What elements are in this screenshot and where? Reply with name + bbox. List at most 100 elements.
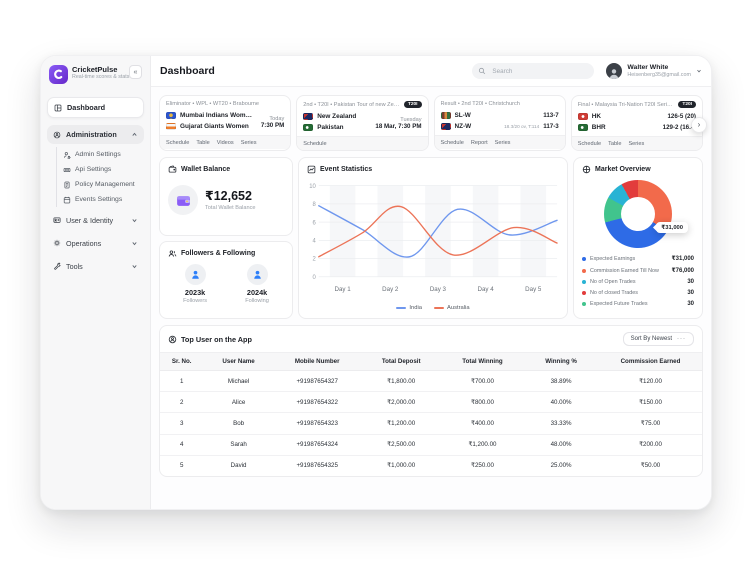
chevron-down-icon	[131, 263, 138, 270]
match-link[interactable]: Series	[628, 140, 645, 147]
team-name: New Zealand	[317, 113, 357, 120]
stats-row: Wallet Balance ₹12,652 Total Wallet Bala…	[159, 157, 703, 319]
column-header[interactable]: Sr. No.	[160, 352, 204, 371]
table-row[interactable]: 2 Alice +91987654322 ₹2,000.00 ₹800.00 40.00%…	[160, 391, 702, 414]
series-swatch	[396, 307, 407, 309]
match-card[interactable]: Eliminator • WPL • WT20 • Brabourne Mumb…	[159, 95, 292, 151]
sidebar-group-label: User & Identity	[66, 215, 114, 225]
legend-item: No of closed Trades 30	[582, 287, 694, 298]
svg-text:4: 4	[313, 237, 317, 244]
column-header[interactable]: Mobile Number	[273, 352, 361, 371]
search-input[interactable]	[490, 66, 589, 76]
team-row: Pakistan	[297, 122, 373, 133]
format-badge: T20I	[403, 101, 422, 108]
match-card[interactable]: 2nd • T20I • Pakistan Tour of new Zeal..…	[296, 95, 429, 151]
user-profile[interactable]: Walter White Heisenberg35@gmail.com	[606, 63, 702, 79]
main-area: Dashboard Walter White Heisenberg35@gmai…	[151, 56, 711, 509]
table-row[interactable]: 5 David +91987654325 ₹1,000.00 ₹250.00 25.00%…	[179, 462, 661, 470]
sidebar-group-label: Administration	[66, 130, 117, 139]
team-score: 126-5 (20)	[667, 113, 696, 120]
column-header[interactable]: Total Winning	[441, 352, 524, 371]
sidebar-nav: Dashboard Administration Admin Settings	[47, 97, 144, 276]
sidebar-item-events-settings[interactable]: Events Settings	[61, 192, 144, 207]
top-users-card: Top User on the App Sort By Newest ··· S…	[159, 325, 703, 477]
sort-by-newest-button[interactable]: Sort By Newest ···	[622, 332, 694, 346]
following-stat: 2024k Following	[245, 263, 269, 304]
sidebar-item-api-settings[interactable]: Api Settings	[61, 162, 144, 177]
legend-dot	[582, 290, 586, 295]
team-row: Mumbai Indians Women	[160, 110, 259, 121]
match-card[interactable]: Result • 2nd T20I • Christchurch SL-W 11…	[433, 95, 566, 151]
series-label: India	[409, 305, 422, 311]
team-row: BHR 129-2 (16.4,	[572, 122, 702, 133]
sidebar-item-label: Admin Settings	[75, 151, 121, 158]
team-name: NZ-W	[454, 123, 472, 130]
sidebar-item-label: Api Settings	[75, 166, 112, 173]
wrench-icon	[53, 262, 61, 270]
team-flag-icon	[166, 112, 176, 119]
match-link[interactable]: Report	[470, 139, 488, 146]
legend-dot	[582, 279, 586, 284]
match-card[interactable]: Final • Malaysia Tri-Nation T20I Series.…	[570, 95, 703, 151]
match-link[interactable]: Table	[608, 140, 622, 147]
topbar: Dashboard Walter White Heisenberg35@gmai…	[151, 56, 711, 87]
administration-icon	[53, 131, 61, 139]
sidebar-item-dashboard[interactable]: Dashboard	[47, 97, 144, 118]
app-tagline: Real-time scores & stats	[72, 74, 130, 80]
event-statistics-chart: 0 2 4 6 8 10 Day 1 Day 2 Day 3 Day 4 Day 5	[299, 177, 567, 305]
dashboard-content: Eliminator • WPL • WT20 • Brabourne Mumb…	[151, 87, 711, 509]
sidebar-item-admin-settings[interactable]: Admin Settings	[61, 147, 144, 162]
column-header[interactable]: Total Deposit	[360, 352, 442, 371]
legend-dot	[582, 256, 586, 261]
sidebar-group-operations[interactable]: Operations	[47, 233, 144, 253]
table-row[interactable]: 3 Bob +91987654323 ₹1,200.00 ₹400.00 33.33% ₹7…	[160, 412, 702, 435]
svg-text:8: 8	[313, 201, 317, 208]
series-label: Australia	[447, 305, 470, 311]
team-name: Mumbai Indians Women	[180, 112, 253, 119]
team-flag-icon	[440, 112, 451, 119]
table-row[interactable]: 1 Michael +91987654327 ₹1,800.00 ₹700.00 38.8…	[160, 370, 702, 393]
svg-text:2: 2	[313, 256, 317, 263]
legend-value: ₹31,000	[671, 256, 694, 263]
table-row[interactable]: 4 Sarah +91987654324 ₹2,500.00 ₹1,200.00 48.0…	[160, 434, 702, 456]
match-link[interactable]: Schedule	[166, 139, 190, 146]
id-card-icon	[53, 216, 61, 224]
legend-label: No of closed Trades	[590, 289, 638, 296]
team-name: Pakistan	[317, 124, 344, 131]
match-link[interactable]: Series	[494, 139, 511, 146]
column-header[interactable]: User Name	[203, 352, 274, 371]
user-name: Walter White	[627, 63, 669, 71]
sidebar-group-administration[interactable]: Administration	[47, 125, 144, 144]
team-name: Gujarat Giants Women	[180, 123, 249, 130]
sidebar-item-policy-management[interactable]: Policy Management	[61, 177, 144, 192]
match-link[interactable]: Schedule	[440, 139, 464, 146]
table-title: Top User on the App	[181, 334, 252, 344]
match-link[interactable]: Videos	[216, 139, 234, 146]
legend-item: Australia	[434, 305, 470, 311]
more-options-icon: ···	[677, 336, 686, 342]
sidebar-group-tools[interactable]: Tools	[47, 256, 144, 276]
svg-text:Day 1: Day 1	[334, 286, 351, 293]
scroll-right-button[interactable]: ›	[691, 117, 707, 133]
column-header[interactable]: Winning %	[523, 352, 599, 371]
team-flag-icon	[303, 124, 314, 131]
team-row: HK 126-5 (20)	[572, 111, 702, 122]
match-link[interactable]: Table	[196, 139, 210, 146]
donut-tooltip: ₹31,000	[656, 222, 688, 233]
legend-item: Commission Earned Till Now ₹76,000	[582, 265, 694, 277]
match-link[interactable]: Series	[240, 139, 257, 146]
chevron-down-icon	[131, 240, 138, 247]
column-header[interactable]: Commission Earned	[599, 352, 702, 371]
legend-dot	[582, 268, 586, 273]
svg-text:Day 5: Day 5	[525, 286, 542, 293]
search-box[interactable]	[472, 63, 595, 79]
sidebar-collapse-button[interactable]: «	[128, 65, 142, 79]
wallet-amount: ₹12,652	[205, 189, 252, 203]
sidebar-group-user-identity[interactable]: User & Identity	[47, 210, 144, 230]
match-link[interactable]: Schedule	[577, 140, 602, 147]
person-icon	[184, 263, 206, 285]
match-link[interactable]: Schedule	[303, 140, 327, 147]
legend-value: 30	[687, 278, 694, 285]
svg-text:6: 6	[313, 219, 317, 226]
team-flag-icon	[577, 124, 588, 131]
